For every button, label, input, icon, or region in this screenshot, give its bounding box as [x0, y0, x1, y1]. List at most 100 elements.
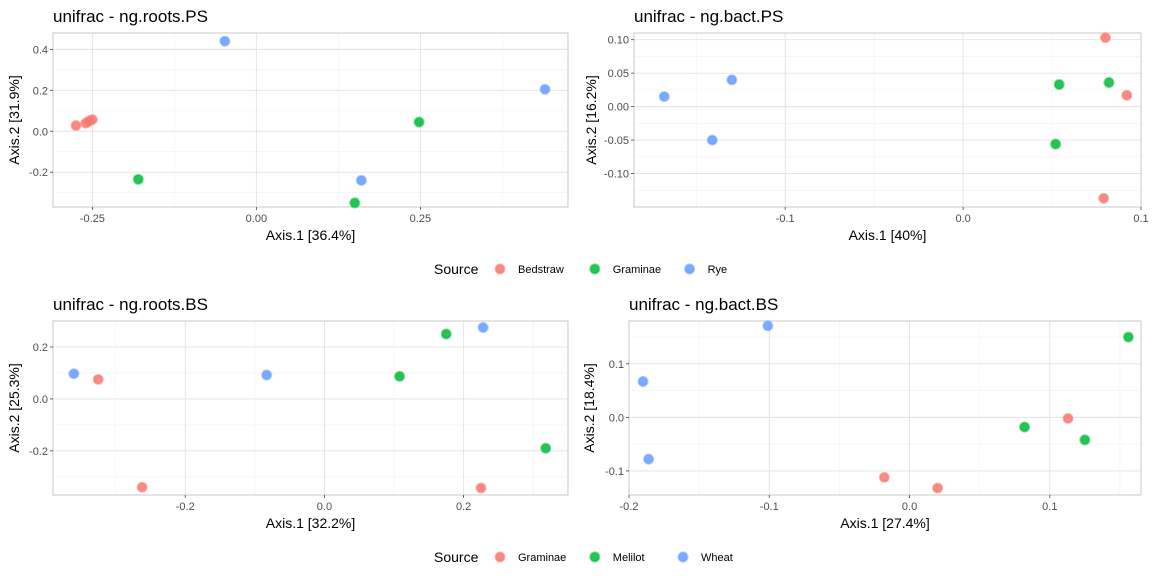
data-point-graminae [1053, 78, 1065, 91]
y-axis-label: Axis.2 [31.9%] [6, 75, 22, 165]
y-tick-label: 0.00 [608, 102, 629, 114]
x-tick-label: 0.25 [410, 213, 431, 225]
legend-entry-label: Graminae [613, 264, 661, 276]
data-point-graminae [932, 482, 944, 494]
x-tick-label: -0.25 [80, 213, 105, 225]
y-axis-label: Axis.2 [25.3%] [6, 363, 22, 453]
legend-1: Source Bedstraw Graminae Rye [434, 261, 727, 277]
x-tick-label: 0.00 [246, 213, 267, 225]
data-point-graminae [136, 481, 148, 493]
x-axis-label: Axis.1 [36.4%] [266, 227, 356, 243]
data-point-graminae [878, 471, 890, 483]
legend-key [589, 263, 601, 275]
plot-background [634, 33, 1141, 207]
y-tick-label: 0.0 [33, 126, 48, 138]
legend-entry-label: Melilot [613, 552, 645, 564]
data-point-wheat [68, 368, 80, 380]
y-axis-label: Axis.2 [18.4%] [581, 363, 597, 453]
data-point-melilot [1122, 331, 1134, 343]
x-axis-label: Axis.1 [27.4%] [840, 515, 930, 531]
chart-panel-3: -0.2 0.0 0.2 -0.2 0.0 0.2 unifrac - ng.roots.B… [6, 295, 569, 531]
data-point-rye [355, 174, 367, 186]
y-tick-label: 0.10 [608, 35, 629, 47]
legend-entry-label: Graminae [518, 552, 566, 564]
data-point-wheat [762, 320, 774, 332]
data-point-melilot [440, 328, 452, 340]
plot-background [629, 321, 1141, 495]
data-point-bedstraw [1099, 32, 1112, 44]
x-tick-label: 0.0 [955, 213, 970, 225]
x-tick-label: -0.2 [176, 501, 195, 513]
x-tick-label: 0.1 [1042, 501, 1057, 513]
data-point-melilot [393, 370, 406, 382]
x-tick-label: 0.1 [1133, 213, 1148, 225]
y-tick-label: -0.05 [604, 135, 629, 147]
y-tick-label: 0.05 [608, 68, 629, 80]
plot-border [52, 320, 569, 496]
data-point-melilot [1079, 434, 1091, 446]
data-point-graminae [1050, 138, 1062, 150]
data-point-graminae [1062, 412, 1074, 425]
legend-key [589, 551, 601, 563]
y-tick-label: 0.2 [33, 342, 48, 354]
chart-title: unifrac - ng.roots.BS [53, 295, 208, 314]
x-tick-label: 0.2 [456, 501, 471, 513]
plot-background [53, 321, 568, 495]
data-point-rye [539, 83, 551, 95]
legend-key [684, 263, 696, 275]
data-point-bedstraw [1121, 89, 1133, 101]
data-point-melilot [1018, 421, 1031, 433]
x-tick-label: -0.2 [620, 501, 639, 513]
y-tick-label: 0.0 [609, 412, 624, 424]
data-point-rye [726, 74, 738, 86]
data-point-wheat [637, 375, 649, 388]
data-point-graminae [413, 116, 425, 128]
chart-title: unifrac - ng.roots.PS [53, 7, 208, 26]
data-point-bedstraw [70, 119, 82, 132]
y-tick-label: 0.2 [33, 85, 48, 97]
legend-2: Source Graminae Melilot Wheat [434, 549, 733, 565]
plot-border [52, 32, 569, 208]
y-tick-label: -0.1 [605, 466, 624, 478]
data-point-bedstraw [1098, 192, 1110, 204]
chart-panel-1: -0.25 0.00 0.25 -0.2 0.0 0.2 0.4 unifrac - ng.r… [6, 7, 569, 243]
data-point-graminae [132, 173, 144, 185]
x-axis-label: Axis.1 [40%] [849, 227, 927, 243]
chart-panel-4: -0.2 -0.1 0.0 0.1 -0.1 0.0 0.1 unifrac - ng.bac… [581, 295, 1142, 531]
legend-title: Source [434, 549, 479, 565]
data-point-melilot [540, 442, 552, 454]
data-point-wheat [261, 369, 273, 381]
legend-key [494, 551, 506, 563]
plot-border [628, 320, 1142, 496]
data-point-wheat [643, 453, 655, 465]
legend-key [677, 551, 689, 563]
data-point-graminae [1103, 76, 1115, 89]
legend-entry-label: Wheat [701, 552, 733, 564]
legend-title: Source [434, 261, 479, 277]
y-tick-label: 0.0 [33, 394, 48, 406]
chart-title: unifrac - ng.bact.BS [629, 295, 778, 314]
y-tick-label: -0.2 [29, 446, 48, 458]
y-tick-label: -0.10 [604, 169, 629, 181]
chart-panel-2: -0.1 0.0 0.1 -0.10 -0.05 0.00 0.05 0.10 unifrac … [583, 7, 1149, 243]
data-point-rye [706, 134, 718, 146]
chart-title: unifrac - ng.bact.PS [634, 7, 783, 26]
data-point-rye [658, 90, 670, 103]
data-point-graminae [475, 482, 487, 494]
legend-entry-label: Rye [708, 264, 728, 276]
y-tick-label: 0.1 [609, 359, 624, 371]
x-tick-label: 0.0 [902, 501, 917, 513]
data-point-bedstraw [86, 113, 98, 126]
plot-background [53, 33, 568, 207]
x-axis-label: Axis.1 [32.2%] [266, 515, 356, 531]
y-tick-label: 0.4 [33, 44, 48, 56]
plot-border [633, 32, 1142, 208]
data-point-rye [219, 35, 231, 47]
x-tick-label: 0.0 [317, 501, 332, 513]
legend-entry-label: Bedstraw [518, 264, 564, 276]
data-point-wheat [477, 321, 489, 334]
data-point-graminae [92, 373, 104, 386]
y-axis-label: Axis.2 [16.2%] [583, 75, 599, 165]
